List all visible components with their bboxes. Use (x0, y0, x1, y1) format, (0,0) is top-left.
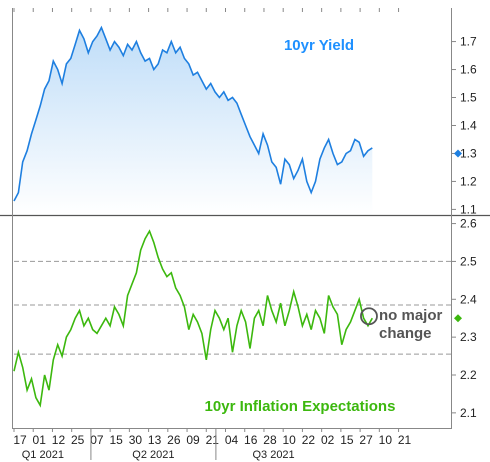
annotation-text-line-2: change (379, 325, 432, 342)
inflation-series-line (13, 229, 373, 408)
yield-last-value-marker (454, 149, 462, 158)
y-tick-label: 2.4 (460, 292, 477, 306)
x-tick-label: 26 (167, 433, 181, 447)
x-tick-label: 16 (244, 433, 258, 447)
y-tick-label: 1.7 (460, 35, 477, 49)
x-tick-label: 07 (90, 433, 104, 447)
yield-panel: 10yr Yield 1.1 1.2 1.3 1.4 1.5 1.6 1.7 (13, 25, 477, 216)
x-tick-label: 27 (359, 433, 373, 447)
quarter-label: Q1 2021 (22, 449, 64, 461)
x-tick-label: 02 (321, 433, 335, 447)
inflation-last-value-marker (454, 314, 462, 323)
yield-series-line (13, 25, 373, 202)
x-tick-label: 21 (398, 433, 412, 447)
y-tick-label: 2.2 (460, 368, 477, 382)
y-tick-label: 2.3 (460, 330, 477, 344)
quarter-label: Q2 2021 (132, 449, 174, 461)
y-tick-label: 1.4 (460, 118, 477, 132)
y-tick-label: 2.6 (460, 217, 477, 231)
x-tick-label: 15 (109, 433, 123, 447)
inflation-panel: 10yr Inflation Expectations no major cha… (13, 217, 477, 420)
x-tick-label: 17 (13, 433, 27, 447)
y-tick-label: 1.1 (460, 202, 477, 216)
yield-area-fill (14, 27, 373, 215)
quarter-label: Q3 2021 (252, 449, 294, 461)
inflation-chart-title: 10yr Inflation Expectations (205, 398, 396, 415)
x-tick-label: 28 (263, 433, 277, 447)
y-tick-label: 2.5 (460, 254, 477, 268)
y-tick-label: 1.6 (460, 63, 477, 77)
x-tick-label: 04 (225, 433, 239, 447)
x-tick-label: 10 (379, 433, 393, 447)
annotation-text-line-1: no major (379, 307, 443, 324)
x-tick-label: 30 (129, 433, 143, 447)
y-tick-label: 1.3 (460, 146, 477, 160)
reference-lines (14, 260, 451, 355)
annotation-circle (360, 307, 378, 326)
x-tick-label: 25 (71, 433, 85, 447)
x-tick-label: 12 (52, 433, 66, 447)
y-tick-label: 2.1 (460, 406, 477, 420)
x-tick-label: 22 (302, 433, 316, 447)
yield-y-axis: 1.1 1.2 1.3 1.4 1.5 1.6 1.7 (451, 35, 477, 216)
x-tick-label: 13 (148, 433, 162, 447)
y-tick-label: 1.2 (460, 174, 477, 188)
x-tick-label: 10 (283, 433, 297, 447)
inflation-y-axis: 2.1 2.2 2.3 2.4 2.5 2.6 (451, 217, 477, 420)
x-tick-label: 15 (340, 433, 354, 447)
x-tick-label: 01 (33, 433, 47, 447)
x-tick-label: 09 (186, 433, 200, 447)
yield-chart-title: 10yr Yield (284, 37, 354, 54)
y-tick-label: 1.5 (460, 91, 477, 105)
x-tick-label: 21 (206, 433, 220, 447)
x-axis: 17 01 12 25 07 15 30 13 26 09 21 04 16 28 10 22 02 15 27 10… (13, 8, 412, 461)
